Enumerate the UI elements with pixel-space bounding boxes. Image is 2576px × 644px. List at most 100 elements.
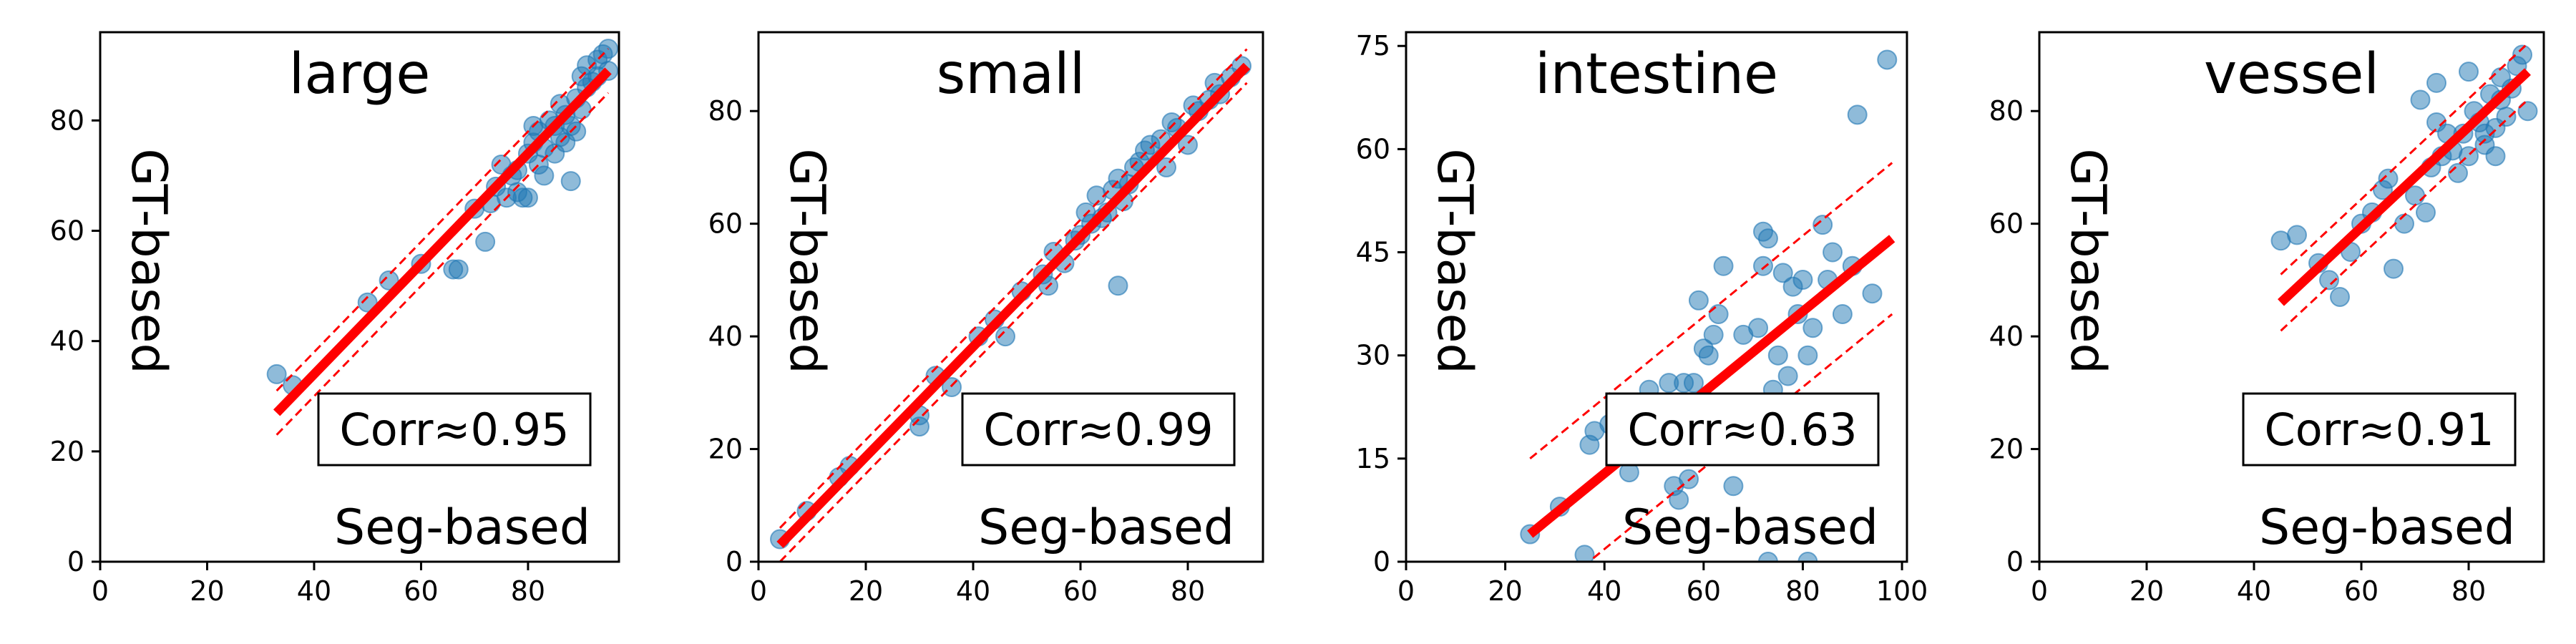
x-tick-label: 80 [511,575,545,607]
y-tick-label: 80 [50,104,84,136]
data-point [1703,324,1724,345]
y-tick-label: 60 [1989,208,2024,240]
correlation-label: Corr≈0.99 [983,404,1213,456]
correlation-label: Corr≈0.95 [339,404,569,456]
data-point [1802,318,1823,338]
data-point [1813,215,1833,235]
correlation-box [2242,392,2517,467]
panel-vessel: 0 20 40 60 80 0 20 40 60 80 vessel GT-based Seg-base… [1989,31,2545,607]
y-tick-label: 75 [1356,30,1390,62]
x-tick-label: 60 [1063,575,1098,607]
correlation-label: Corr≈0.91 [2264,404,2494,456]
data-point [995,326,1015,347]
x-tick-label: 20 [849,575,883,607]
data-point [1832,304,1853,325]
y-tick-label: 60 [708,208,743,240]
x-tick-label: 80 [2451,575,2486,607]
x-tick-label: 80 [1785,575,1820,607]
x-tick-label: 20 [190,575,224,607]
x-tick-label: 20 [1488,575,1522,607]
x-axis-label: Seg-based [334,499,590,556]
data-point [2330,287,2350,307]
y-axis-label: GT-based [779,148,835,374]
upper-bound-line [1529,162,1893,460]
data-point [2459,62,2479,82]
panel-title: small [937,42,1085,107]
axes-frame [99,31,620,563]
data-point [1753,255,1774,276]
data-point [1723,476,1744,497]
data-point [266,364,287,384]
data-point [1713,255,1734,276]
x-tick-label: 40 [2237,575,2271,607]
data-point [1108,275,1128,296]
data-point [1877,49,1898,70]
y-tick-label: 40 [50,326,84,357]
y-tick-label: 40 [708,321,743,352]
regression-line [2278,68,2531,306]
y-axis-label: GT-based [2059,148,2116,374]
y-tick-label: 0 [67,546,84,577]
lower-bound-line [779,82,1248,562]
panel-small: 0 20 40 60 80 0 20 40 60 80 small GT-based Seg-based… [708,31,1264,607]
y-tick-label: 0 [1373,546,1390,577]
data-point [2394,213,2414,234]
data-point [566,121,587,142]
data-point [2319,270,2339,291]
regression-line [776,62,1251,548]
data-point [357,292,378,313]
correlation-label: Corr≈0.63 [1627,404,1857,456]
y-tick-label: 20 [708,434,743,465]
y-tick-label: 20 [1989,434,2024,465]
lower-bound-line [2280,99,2529,332]
plot-area [2270,42,2538,332]
y-tick-label: 15 [1356,443,1390,474]
y-tick-label: 80 [708,95,743,127]
y-tick-label: 0 [726,546,743,577]
plot-area [266,39,619,436]
data-point [1772,263,1793,283]
upper-bound-line [779,48,1248,529]
x-tick-label: 0 [2031,575,2048,607]
panel-intestine: 0 20 40 60 80 100 0 15 30 45 60 75 intestine GT-based… [1356,30,1928,607]
y-tick-label: 60 [50,215,84,247]
x-tick-label: 40 [297,575,331,607]
data-point [2416,202,2436,223]
data-point [1757,228,1778,249]
data-point [534,165,555,186]
panel-title: intestine [1535,42,1778,107]
data-point [517,187,538,208]
y-tick-label: 30 [1356,340,1390,371]
data-point [1156,157,1176,177]
data-point [1767,345,1788,366]
x-tick-label: 20 [2129,575,2164,607]
y-tick-label: 45 [1356,237,1390,268]
x-tick-label: 0 [92,575,109,607]
data-point [2384,258,2404,279]
data-point [2485,146,2506,167]
x-tick-label: 60 [404,575,438,607]
data-point [1698,345,1719,366]
axes-frame [2038,31,2545,563]
data-point [2517,101,2538,122]
y-tick-label: 40 [1989,321,2024,352]
data-point [1683,373,1704,394]
panel-large: 0 20 40 60 80 0 20 40 60 80 large GT-based Seg-based… [50,31,620,607]
correlation-box [961,392,1236,467]
data-point [1748,318,1769,338]
x-tick-label: 100 [1876,575,1928,607]
x-tick-label: 60 [1687,575,1721,607]
data-point [2410,89,2431,110]
data-point [2496,107,2517,127]
data-point [2512,44,2532,65]
x-axis-label: Seg-based [2259,499,2515,556]
y-tick-label: 20 [50,436,84,467]
axes-frame [1405,31,1908,563]
data-point [1574,545,1595,562]
y-axis-label: GT-based [120,148,177,374]
x-tick-label: 0 [1397,575,1415,607]
data-point [1792,269,1813,290]
data-point [1797,345,1818,366]
plot-area [770,48,1252,562]
